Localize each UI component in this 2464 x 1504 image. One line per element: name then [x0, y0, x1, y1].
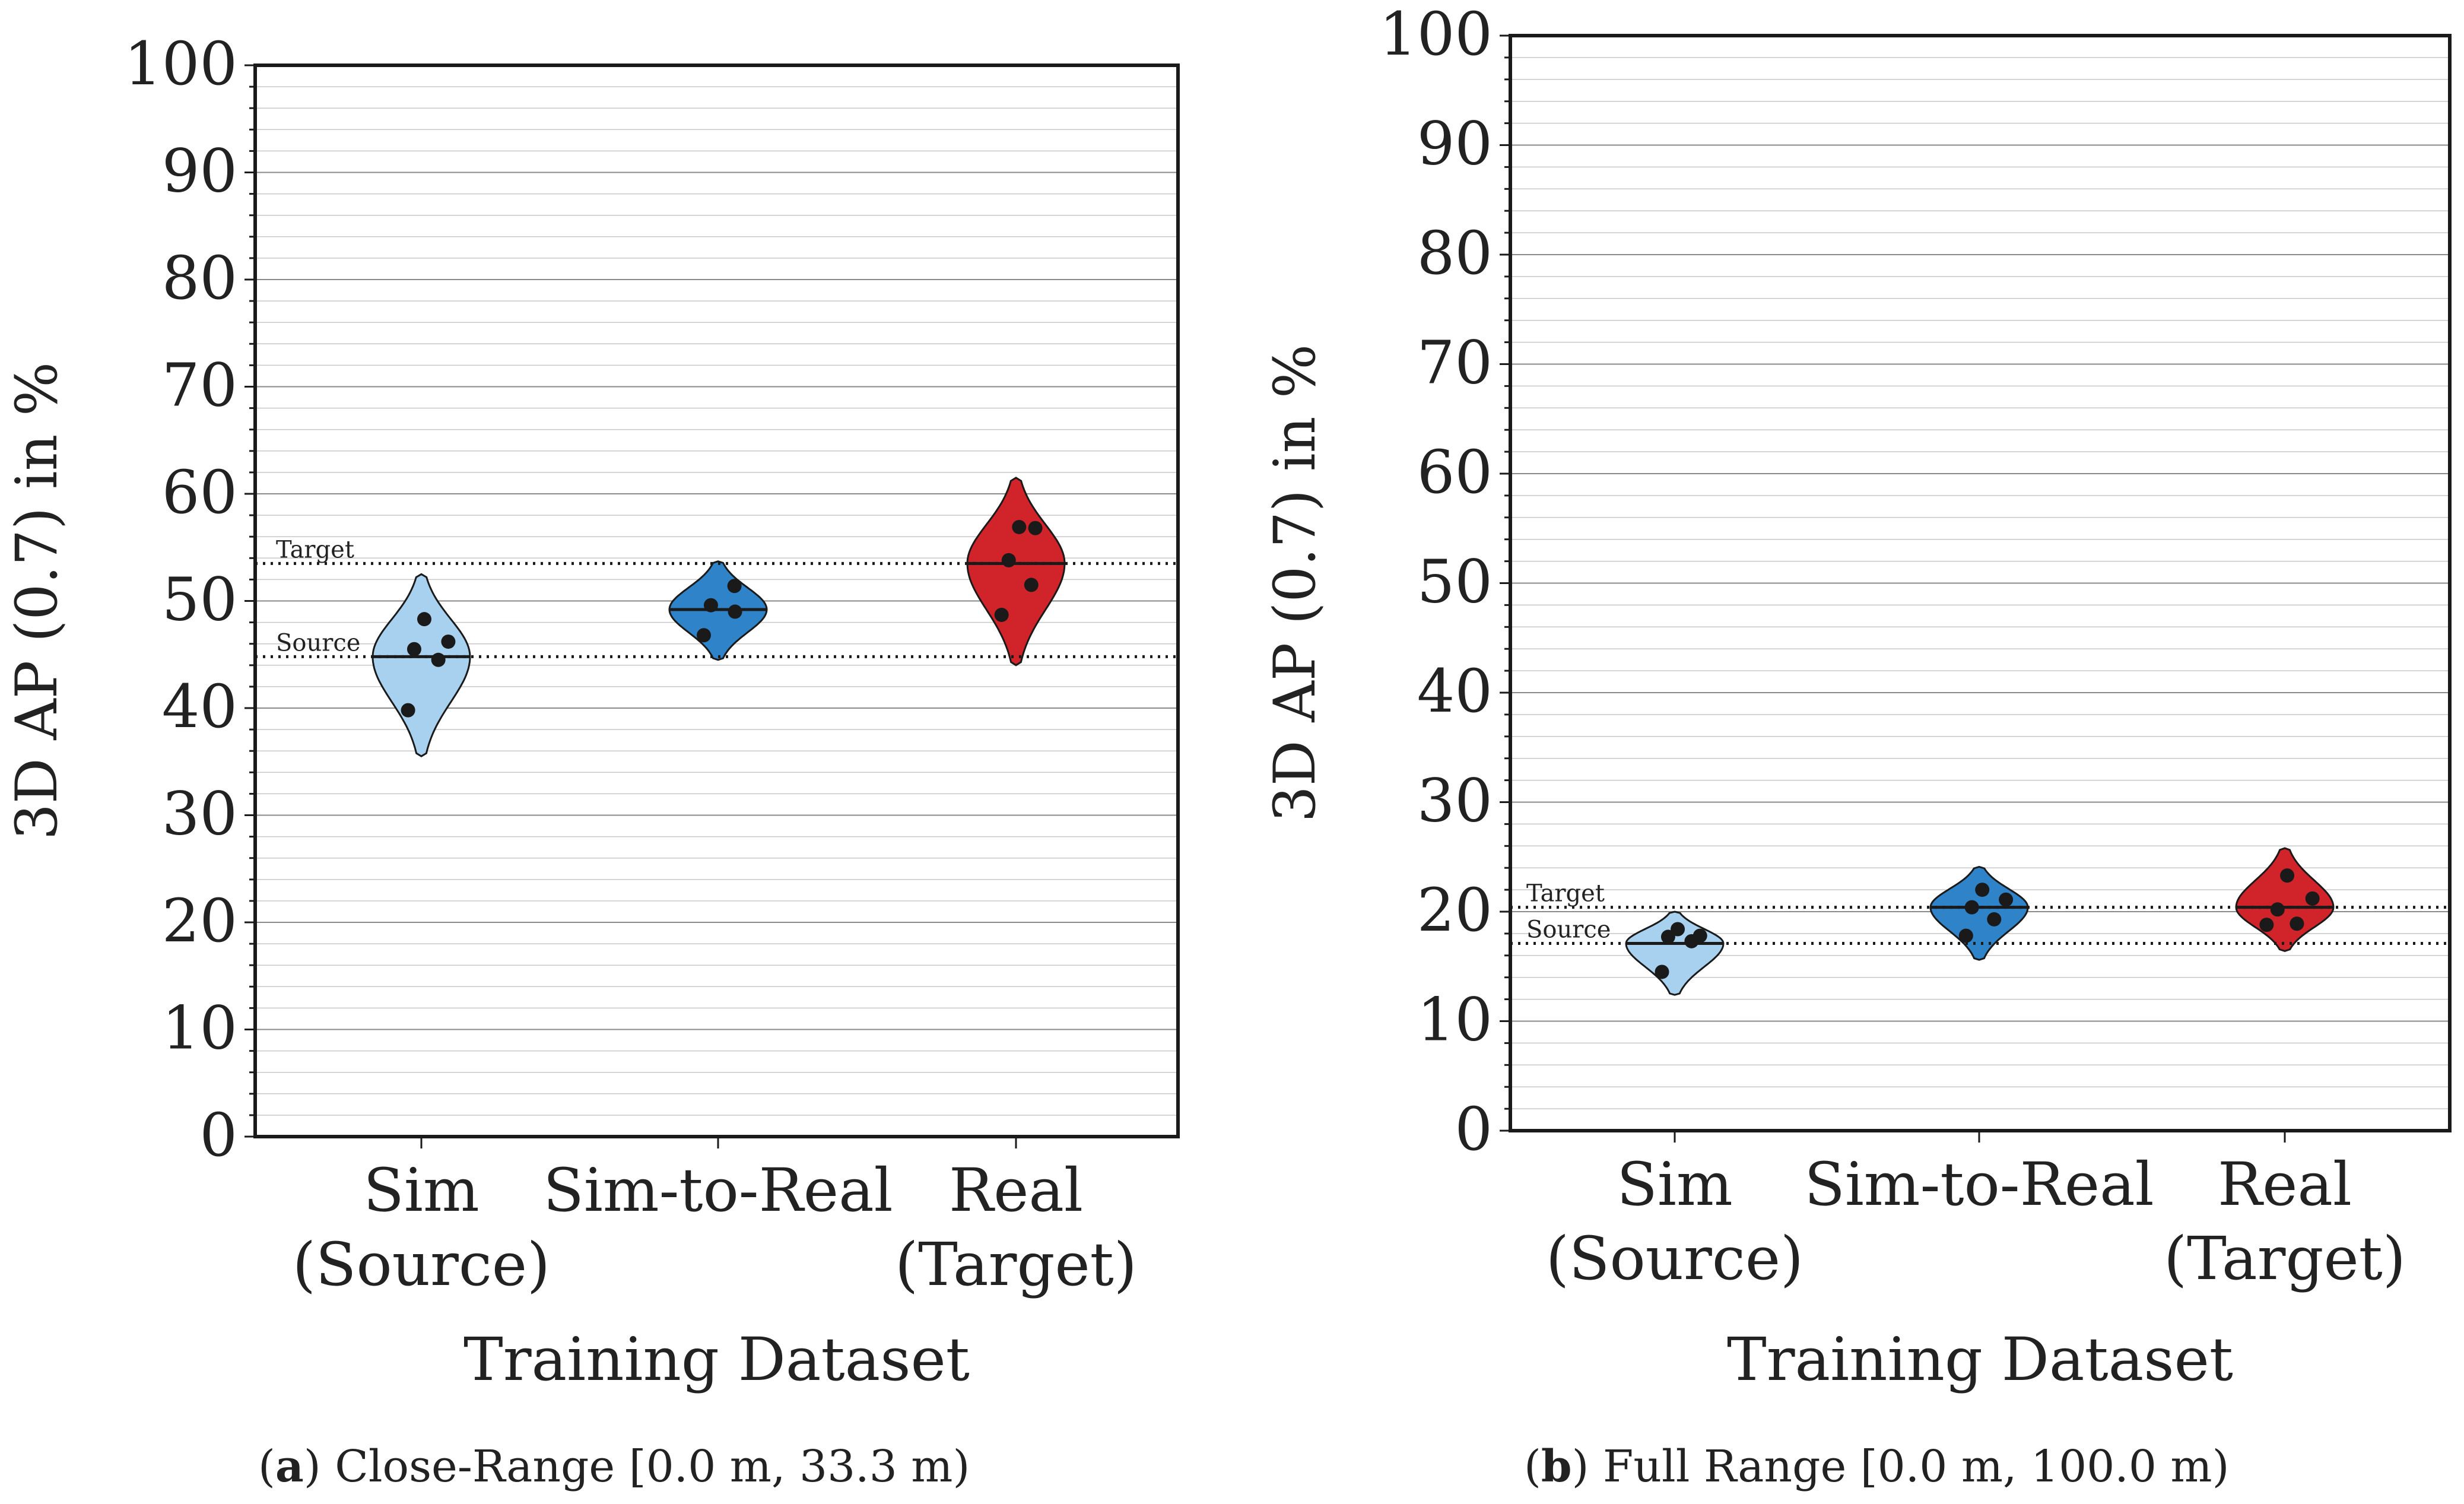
- data-point: [2305, 891, 2320, 906]
- y-tick-label: 30: [1417, 766, 1493, 836]
- chart-panel-b: 0 10 20 30 40 50 60 70 80 90 100 3D AP (0.7) in % Ta…: [1262, 0, 2452, 1394]
- data-point: [2290, 916, 2304, 931]
- x-tick-label: (Target): [895, 1230, 1137, 1299]
- data-point: [1958, 928, 1973, 943]
- x-axis-label: Training Dataset: [1727, 1325, 2233, 1394]
- caption-a-letter: a: [275, 1441, 304, 1492]
- data-point: [1001, 553, 1016, 567]
- data-point: [1693, 928, 1707, 943]
- y-tick-label: 20: [1417, 875, 1493, 945]
- y-tick-label: 10: [162, 994, 237, 1063]
- data-point: [401, 703, 415, 718]
- x-tick-label: Sim-to-Real: [543, 1156, 893, 1225]
- reference-label-target: Target: [1526, 880, 1605, 908]
- data-point: [1012, 519, 1027, 534]
- violin-sim_to_real: [1929, 865, 2029, 961]
- y-tick-label: 0: [199, 1100, 237, 1170]
- data-point: [407, 642, 421, 656]
- x-tick-label: Sim: [363, 1156, 479, 1225]
- data-point: [441, 634, 456, 649]
- data-point: [417, 612, 431, 627]
- caption-a: (a) Close-Range [0.0 m, 33.3 m): [258, 1441, 970, 1492]
- x-tick-label: (Target): [2164, 1224, 2406, 1293]
- data-point: [994, 607, 1009, 622]
- y-tick-label: 80: [162, 243, 237, 313]
- data-point: [1999, 892, 2014, 907]
- y-tick-label: 50: [162, 565, 237, 634]
- y-tick-label: 70: [1417, 328, 1493, 398]
- data-point: [703, 598, 718, 613]
- y-tick-label: 60: [1417, 437, 1493, 507]
- data-point: [1987, 912, 2002, 926]
- data-point: [1660, 929, 1675, 944]
- y-tick-label: 60: [162, 458, 237, 527]
- data-point: [1671, 922, 1685, 937]
- y-tick-label: 70: [162, 351, 237, 420]
- reference-label-target: Target: [276, 536, 354, 563]
- data-point: [1024, 578, 1039, 592]
- x-tick-label: Sim-to-Real: [1804, 1150, 2154, 1219]
- x-tick-label: (Source): [1546, 1224, 1803, 1293]
- reference-label-source: Source: [276, 629, 360, 656]
- y-tick-label: 100: [1379, 0, 1493, 69]
- data-point: [1975, 883, 1990, 897]
- y-tick-label: 30: [162, 779, 237, 849]
- data-point: [1655, 964, 1669, 979]
- caption-a-text: Close-Range [0.0 m, 33.3 m): [335, 1441, 970, 1492]
- data-point: [727, 579, 742, 594]
- data-point: [2270, 902, 2285, 917]
- y-axis-label: 3D AP (0.7) in %: [1262, 344, 1328, 822]
- data-point: [2280, 868, 2295, 883]
- caption-b: (b) Full Range [0.0 m, 100.0 m): [1524, 1441, 2230, 1492]
- violin-real: [966, 477, 1066, 667]
- chart-panel-a: 0 10 20 30 40 50 60 70 80 90 100 3D AP (0.7) in % Ta…: [4, 29, 1180, 1394]
- y-tick-label: 90: [1417, 109, 1493, 179]
- violin-sim: [371, 573, 471, 757]
- data-point: [1964, 900, 1979, 915]
- x-tick-label: Real: [2218, 1150, 2352, 1219]
- y-tick-label: 20: [162, 886, 237, 956]
- y-tick-label: 40: [1417, 656, 1493, 726]
- y-tick-label: 50: [1417, 547, 1493, 617]
- caption-b-letter: b: [1541, 1441, 1572, 1492]
- x-axis-label: Training Dataset: [463, 1325, 970, 1394]
- y-tick-label: 90: [162, 137, 237, 206]
- data-point: [697, 628, 712, 643]
- y-tick-label: 40: [162, 672, 237, 741]
- x-tick-label: Real: [949, 1156, 1083, 1225]
- data-point: [431, 652, 446, 667]
- y-tick-label: 0: [1455, 1094, 1493, 1164]
- y-axis-label: 3D AP (0.7) in %: [4, 362, 70, 840]
- x-tick-label: Sim: [1617, 1150, 1732, 1219]
- y-tick-label: 80: [1417, 218, 1493, 288]
- y-tick-label: 10: [1417, 985, 1493, 1055]
- data-point: [1028, 521, 1043, 535]
- plot-frame: [253, 64, 1180, 1138]
- data-point: [2259, 918, 2274, 932]
- reference-label-source: Source: [1526, 916, 1611, 944]
- x-tick-label: (Source): [293, 1230, 550, 1299]
- caption-b-text: Full Range [0.0 m, 100.0 m): [1603, 1441, 2230, 1492]
- y-tick-label: 100: [124, 29, 237, 99]
- data-point: [728, 604, 742, 619]
